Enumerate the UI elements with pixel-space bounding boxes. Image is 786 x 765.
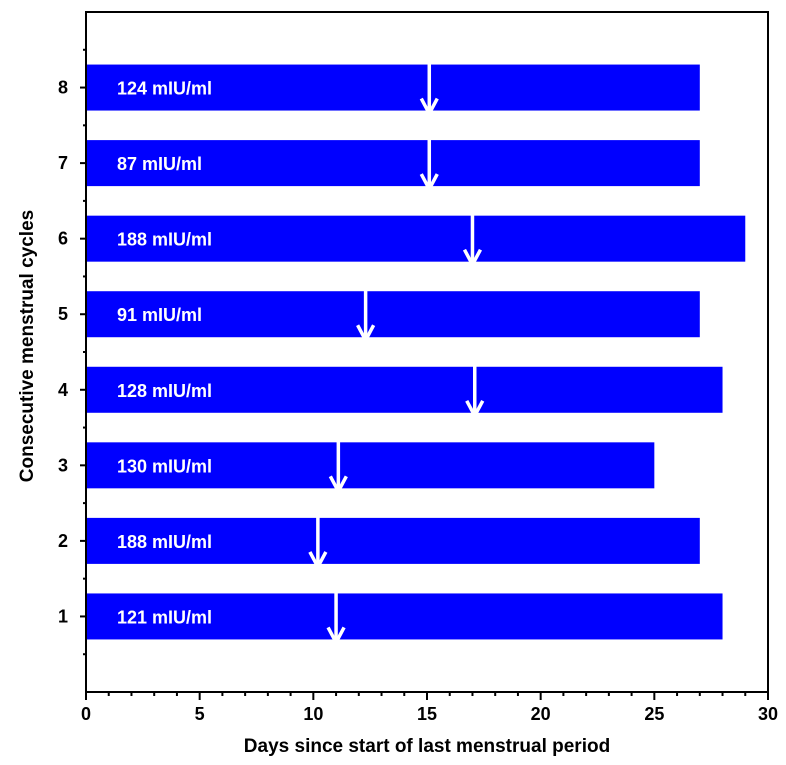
arrow-head	[356, 324, 376, 344]
axes-layer	[85, 11, 769, 693]
arrow-icon-cycle-6	[462, 211, 483, 269]
y-tick-label: 3	[58, 455, 68, 475]
bar-cycle-2	[86, 517, 700, 564]
x-tick-label: 15	[417, 704, 437, 724]
bar-label-cycle-8: 124 mIU/ml	[117, 79, 212, 99]
arrow-icon-cycle-4	[465, 362, 485, 420]
bar-cycle-8	[86, 64, 700, 111]
bars-layer: 121 mIU/ml 188 mIU/ml 130 mIU/ml 128 mIU/ml…	[86, 60, 746, 647]
y-axis-label: Consecutive menstrual cycles	[17, 210, 38, 482]
x-tick-label: 20	[531, 704, 551, 724]
bar-label-cycle-6: 188 mIU/ml	[117, 230, 212, 250]
ticks-layer: 0 5 10 15 20 25 30 1 2 3 4 5 6 7 8	[58, 48, 778, 724]
bar-label-cycle-5: 91 mIU/ml	[117, 305, 202, 325]
x-tick-label: 25	[644, 704, 664, 724]
arrow-icon-cycle-2	[308, 513, 328, 571]
bar-label-cycle-7: 87 mIU/ml	[117, 154, 202, 174]
x-tick-label: 10	[303, 704, 323, 724]
bar-cycle-4	[86, 366, 723, 413]
arrow-icon-cycle-3	[328, 438, 348, 496]
y-tick-label: 1	[58, 606, 68, 626]
arrow-head	[419, 173, 439, 193]
y-tick-label: 4	[58, 380, 68, 400]
bar-cycle-7	[86, 140, 700, 187]
arrow-head	[465, 399, 485, 420]
x-tick-label: 30	[758, 704, 778, 724]
arrow-head	[419, 97, 439, 118]
arrow-icon-cycle-5	[356, 287, 376, 344]
bar-cycle-5	[86, 291, 700, 338]
arrow-icon-cycle-1	[326, 589, 346, 647]
y-tick-label: 7	[58, 153, 68, 173]
x-axis-label: Days since start of last menstrual perio…	[244, 736, 610, 757]
arrow-icon-cycle-8	[419, 60, 439, 118]
bar-label-cycle-2: 188 mIU/ml	[117, 532, 212, 552]
arrow-head	[308, 551, 328, 571]
arrow-icon-cycle-7	[419, 136, 439, 193]
y-tick-label: 8	[58, 78, 68, 98]
x-tick-label: 0	[81, 704, 91, 724]
y-tick-label: 6	[58, 229, 68, 249]
y-tick-label: 2	[58, 531, 68, 551]
bar-cycle-3	[86, 442, 655, 489]
arrow-head	[462, 248, 483, 269]
bar-label-cycle-4: 128 mIU/ml	[117, 381, 212, 401]
arrow-head	[326, 626, 346, 647]
y-tick-label: 5	[58, 304, 68, 324]
plot-frame	[85, 11, 769, 693]
bar-cycle-6	[86, 215, 746, 262]
bar-label-cycle-3: 130 mIU/ml	[117, 456, 212, 476]
arrow-head	[328, 475, 348, 496]
bar-label-cycle-1: 121 mIU/ml	[117, 607, 212, 627]
bar-cycle-1	[86, 593, 723, 640]
x-tick-label: 5	[195, 704, 205, 724]
